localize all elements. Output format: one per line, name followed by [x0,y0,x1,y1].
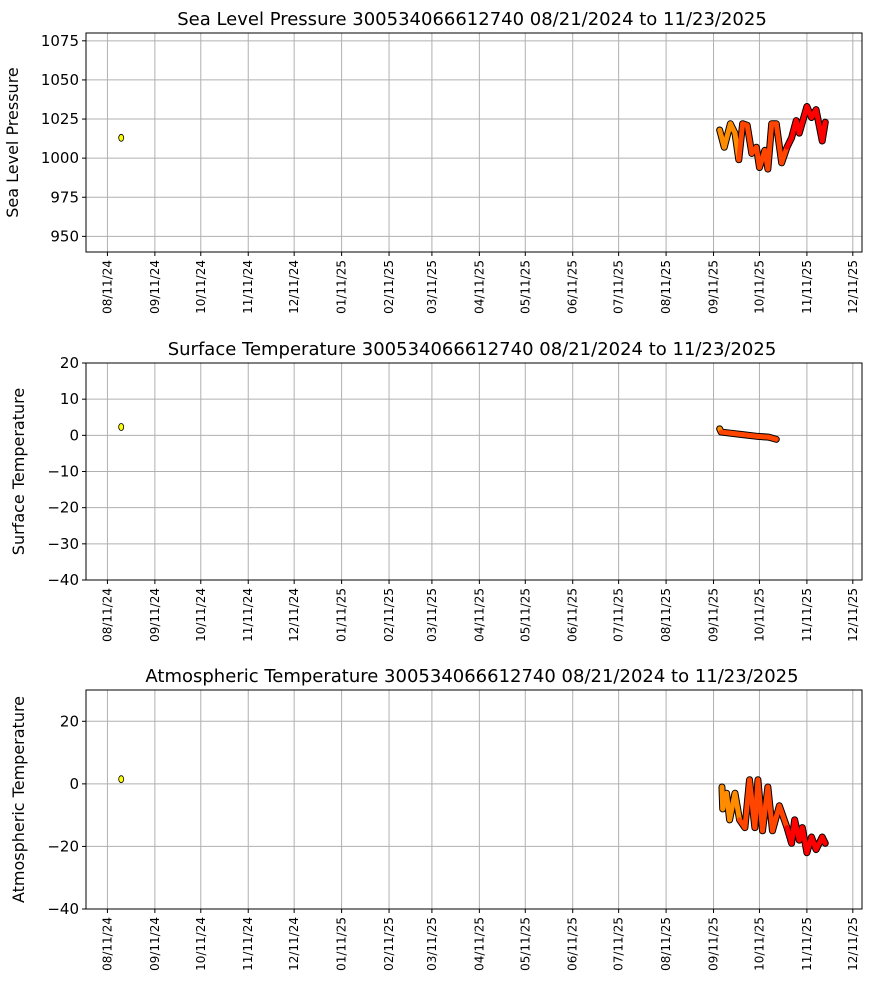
axes-frame [85,362,863,581]
x-tick-label: 05/11/25 [518,588,532,642]
subplot-1: 08/11/24 09/11/24 10/11/24 11/11/24 12/11/24… [3,9,863,314]
isolated-data-point [118,133,125,142]
x-tick-label: 10/11/25 [752,260,766,314]
x-tick-label: 06/11/25 [566,588,580,642]
x-tick-label: 11/11/24 [241,260,255,314]
series-segment [744,122,755,156]
chart-title: Surface Temperature 300534066612740 08/2… [168,339,777,360]
x-tick-label: 05/11/25 [518,260,532,314]
x-tick-label: 02/11/25 [382,917,396,971]
y-tick-label: −30 [47,535,79,553]
isolated-data-point [118,775,125,784]
x-tick-label: 01/11/25 [335,588,349,642]
y-tick-label: −40 [47,571,79,589]
y-tick-label: 1075 [41,32,79,50]
series-segment [736,121,746,163]
series-segment [776,803,790,831]
x-tick-label: 10/11/25 [752,917,766,971]
y-tick-label: 0 [69,426,79,444]
axes-frame [85,689,863,910]
y-tick-label: −20 [47,499,79,517]
x-tick-label: 11/11/24 [241,917,255,971]
x-tick-label: 06/11/25 [566,917,580,971]
x-tick-label: 08/11/25 [659,917,673,971]
y-tick-label: 1050 [41,71,79,89]
x-tick-label: 08/11/25 [659,260,673,314]
x-tick-label: 08/11/25 [659,588,673,642]
x-tick-label: 07/11/25 [612,917,626,971]
x-tick-label: 09/11/25 [707,917,721,971]
y-axis-label: Atmospheric Temperature [9,696,28,903]
x-tick-label: 11/11/25 [800,917,814,971]
x-tick-label: 07/11/25 [612,588,626,642]
series-segment [732,790,743,823]
y-tick-label: 1000 [41,149,79,167]
y-tick-label: 20 [60,712,79,730]
chart-title: Sea Level Pressure 300534066612740 08/21… [177,9,767,30]
x-tick-label: 05/11/25 [518,917,532,971]
series-segment [796,104,810,136]
x-tick-label: 12/11/24 [287,588,301,642]
x-tick-label: 08/11/24 [100,588,114,642]
series-segment [765,121,775,172]
y-axis-label: Surface Temperature [9,388,28,555]
chart-title: Atmospheric Temperature 300534066612740 … [145,666,798,687]
x-tick-label: 10/11/25 [752,588,766,642]
y-tick-label: 20 [60,354,79,372]
x-tick-label: 03/11/25 [425,917,439,971]
x-tick-label: 01/11/25 [335,260,349,314]
x-tick-label: 11/11/24 [241,588,255,642]
x-tick-label: 02/11/25 [382,588,396,642]
subplot-2: 08/11/24 09/11/24 10/11/24 11/11/24 12/11/24… [9,339,863,642]
x-tick-label: 12/11/25 [846,917,860,971]
axes-frame [85,32,863,253]
x-tick-label: 11/11/25 [800,260,814,314]
x-tick-label: 02/11/25 [382,260,396,314]
y-tick-label: 0 [69,775,79,793]
x-tick-label: 09/11/25 [707,588,721,642]
x-tick-label: 10/11/24 [194,917,208,971]
series-segment [740,432,761,439]
x-tick-label: 09/11/25 [707,260,721,314]
x-tick-label: 12/11/25 [846,588,860,642]
x-tick-label: 01/11/25 [335,917,349,971]
series-segment [721,121,733,150]
x-tick-label: 08/11/24 [100,260,114,314]
series-segment [819,834,828,846]
x-tick-label: 10/11/24 [194,588,208,642]
x-tick-label: 07/11/25 [612,260,626,314]
x-tick-label: 03/11/25 [425,588,439,642]
x-tick-label: 10/11/24 [194,260,208,314]
x-tick-label: 12/11/25 [846,260,860,314]
x-tick-label: 11/11/25 [800,588,814,642]
y-tick-label: 975 [50,188,79,206]
y-tick-label: −20 [47,837,79,855]
x-tick-label: 06/11/25 [566,260,580,314]
x-tick-label: 12/11/24 [287,917,301,971]
isolated-data-point [118,423,125,431]
x-tick-label: 09/11/24 [148,260,162,314]
y-tick-label: 1025 [41,110,79,128]
series-segment [773,121,785,166]
series-segment [779,144,790,166]
x-tick-label: 09/11/24 [148,588,162,642]
x-tick-label: 04/11/25 [472,588,486,642]
series-segment [765,784,775,834]
series-segment [766,434,779,442]
x-tick-label: 04/11/25 [472,260,486,314]
series-segment [819,119,828,144]
y-tick-label: −10 [47,463,79,481]
x-tick-label: 08/11/24 [100,917,114,971]
y-tick-label: 950 [50,227,79,245]
y-axis-label: Sea Level Pressure [3,67,22,218]
x-tick-label: 09/11/24 [148,917,162,971]
x-tick-label: 12/11/24 [287,260,301,314]
y-tick-label: −40 [47,900,79,918]
subplot-3: 08/11/24 09/11/24 10/11/24 11/11/24 12/11/24… [9,666,863,971]
x-tick-label: 04/11/25 [472,917,486,971]
x-tick-label: 03/11/25 [425,260,439,314]
y-tick-label: 10 [60,390,79,408]
